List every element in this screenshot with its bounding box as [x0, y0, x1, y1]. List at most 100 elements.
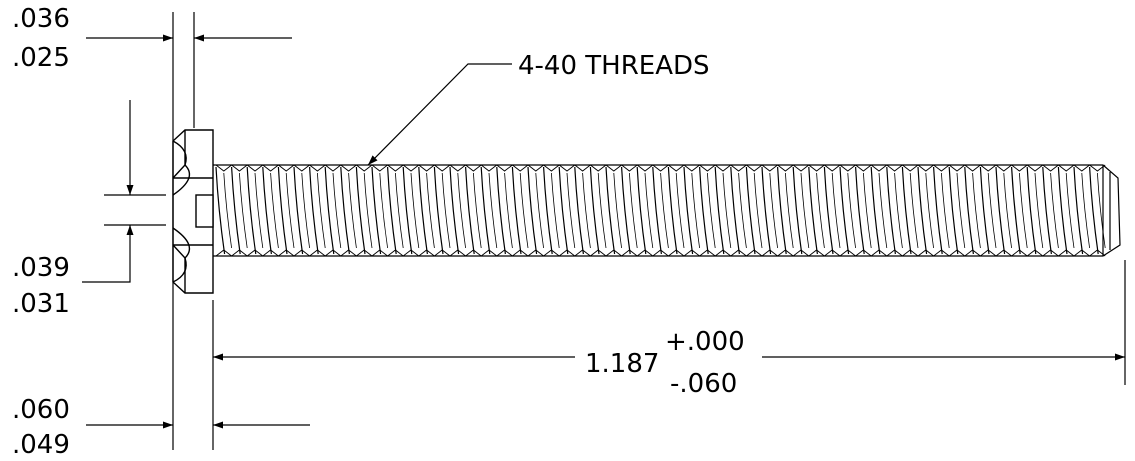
thread-crest [574, 166, 584, 255]
thread-crest [293, 166, 304, 255]
thread-root [473, 172, 482, 249]
thread-root [535, 172, 544, 249]
thread-crest [745, 166, 756, 255]
thread-root [613, 172, 622, 249]
thread-serration [309, 164, 326, 257]
thread-crest [309, 166, 319, 255]
thread-crest [730, 166, 740, 255]
thread-serration [496, 164, 513, 257]
thread-crest [387, 166, 397, 255]
thread-serration [387, 164, 404, 257]
thread-serration [902, 164, 919, 257]
thread-root [987, 172, 997, 249]
thread-crest [699, 166, 709, 255]
thread-serration [324, 164, 342, 257]
thread-root [566, 172, 576, 249]
slot-depth-lower-tol: .031 [12, 289, 70, 319]
thread-serration [746, 164, 763, 257]
thread-root [660, 172, 669, 249]
thread-serration [699, 164, 716, 257]
thread-crest [449, 166, 460, 255]
thread-root [488, 172, 498, 249]
thread-crest [465, 166, 475, 255]
thread-serration [1026, 164, 1044, 257]
thread-root [738, 172, 747, 249]
thread-crest [855, 166, 865, 255]
thread-serration [512, 164, 529, 257]
thread-serration [231, 164, 248, 257]
thread-serration [668, 164, 685, 257]
thread-crest [480, 166, 491, 255]
thread-root [956, 172, 966, 249]
thread-serration [340, 164, 357, 257]
thread-crest [527, 166, 538, 255]
thread-root [426, 172, 435, 249]
thread-crest [231, 166, 241, 255]
thread-crest [714, 166, 725, 255]
thread-root [597, 172, 607, 249]
slot-width-lower-tol: .025 [12, 43, 70, 73]
length-minus-tolerance: -.060 [670, 369, 737, 399]
thread-crest [543, 166, 553, 255]
thread-root [941, 172, 950, 249]
thread-serration [886, 164, 903, 257]
thread-crest [262, 166, 272, 255]
thread-crest [355, 166, 366, 255]
thread-root [878, 172, 888, 249]
thread-serration [995, 164, 1012, 257]
thread-crest [979, 166, 990, 255]
thread-serration [917, 164, 934, 257]
thread-serration [278, 164, 295, 257]
thread-serration [824, 164, 841, 257]
screw-head [172, 129, 214, 294]
thread-crest [667, 166, 678, 255]
thread-serration [761, 164, 778, 257]
thread-root [379, 172, 388, 249]
thread-root [1003, 172, 1012, 249]
thread-root [332, 172, 342, 249]
thread-root [972, 172, 981, 249]
head-height-lower-tol: .049 [12, 430, 70, 460]
thread-crest [324, 166, 335, 255]
thread-crest [792, 166, 803, 255]
thread-crest [496, 166, 506, 255]
thread-serration [808, 164, 825, 257]
thread-root [1065, 172, 1075, 249]
thread-crest [964, 166, 974, 255]
thread-root [348, 172, 357, 249]
thread-root [551, 172, 560, 249]
thread-serration [543, 164, 560, 257]
thread-root [1081, 172, 1090, 249]
thread-serration [855, 164, 872, 257]
thread-root [800, 172, 810, 249]
thread-root [582, 172, 591, 249]
thread-crest [870, 166, 881, 255]
thread-serration [1073, 164, 1090, 257]
thread-serration [434, 164, 451, 257]
thread-root [831, 172, 841, 249]
threaded-shank [213, 164, 1121, 257]
thread-root [504, 172, 513, 249]
thread-root [317, 172, 326, 249]
thread-serration [449, 164, 466, 257]
thread-callout-leader [367, 63, 512, 166]
thread-crest [808, 166, 818, 255]
thread-crest [948, 166, 959, 255]
thread-serration [480, 164, 498, 257]
thread-crest [402, 166, 413, 255]
thread-serration [636, 164, 654, 257]
thread-serration [1058, 164, 1075, 257]
thread-root [441, 172, 451, 249]
thread-crest [340, 166, 350, 255]
thread-root [925, 172, 934, 249]
thread-crest [777, 166, 787, 255]
thread-root [816, 172, 825, 249]
thread-serration [574, 164, 591, 257]
thread-crest [1042, 166, 1052, 255]
length-plus-tolerance: +.000 [665, 327, 745, 357]
thread-crest [589, 166, 600, 255]
thread-crest [839, 166, 850, 255]
thread-crest [558, 166, 569, 255]
thread-root [769, 172, 778, 249]
